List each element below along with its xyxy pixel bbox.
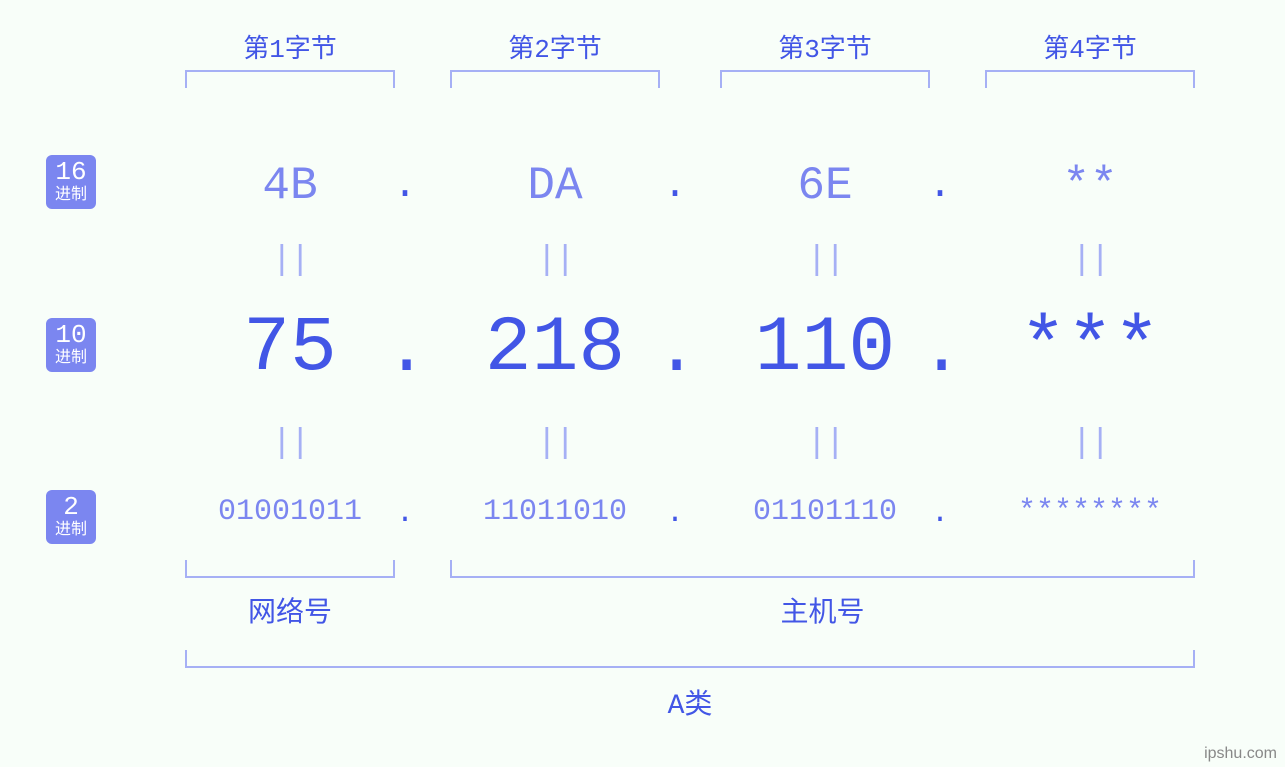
bin-dot-1: .: [385, 497, 425, 531]
radix-badge-dec: 10 进制: [46, 318, 96, 372]
eq-1-3: ||: [710, 242, 940, 280]
bracket-byte-3: [720, 70, 930, 88]
byte-header-3: 第3字节: [710, 28, 940, 65]
eq-1-4: ||: [975, 242, 1205, 280]
label-network: 网络号: [185, 590, 395, 630]
dec-byte-3: 110: [710, 305, 940, 393]
hex-dot-1: .: [385, 164, 425, 209]
bin-dot-2: .: [655, 497, 695, 531]
bracket-host: [450, 560, 1195, 578]
hex-byte-2: DA: [440, 160, 670, 212]
watermark: ipshu.com: [1204, 745, 1277, 763]
bracket-byte-4: [985, 70, 1195, 88]
bin-byte-4: ********: [975, 495, 1205, 529]
hex-dot-2: .: [655, 164, 695, 209]
radix-dec-label: 进制: [46, 350, 96, 366]
bin-byte-1: 01001011: [175, 495, 405, 529]
hex-byte-1: 4B: [175, 160, 405, 212]
radix-bin-num: 2: [46, 494, 96, 520]
eq-2-2: ||: [440, 425, 670, 463]
radix-badge-bin: 2 进制: [46, 490, 96, 544]
dec-byte-2: 218: [440, 305, 670, 393]
bracket-byte-2: [450, 70, 660, 88]
hex-byte-4: **: [975, 160, 1205, 212]
bracket-class: [185, 650, 1195, 668]
eq-2-4: ||: [975, 425, 1205, 463]
dec-dot-2: .: [655, 310, 695, 392]
bin-byte-2: 11011010: [440, 495, 670, 529]
hex-dot-3: .: [920, 164, 960, 209]
radix-bin-label: 进制: [46, 522, 96, 538]
byte-header-2: 第2字节: [440, 28, 670, 65]
eq-2-3: ||: [710, 425, 940, 463]
byte-header-1: 第1字节: [175, 28, 405, 65]
radix-hex-label: 进制: [46, 187, 96, 203]
eq-1-1: ||: [175, 242, 405, 280]
label-class: A类: [185, 682, 1195, 722]
bin-byte-3: 01101110: [710, 495, 940, 529]
radix-dec-num: 10: [46, 322, 96, 348]
bin-dot-3: .: [920, 497, 960, 531]
radix-badge-hex: 16 进制: [46, 155, 96, 209]
hex-byte-3: 6E: [710, 160, 940, 212]
bracket-byte-1: [185, 70, 395, 88]
dec-dot-3: .: [920, 310, 960, 392]
eq-2-1: ||: [175, 425, 405, 463]
dec-byte-4: ***: [975, 305, 1205, 393]
bracket-network: [185, 560, 395, 578]
byte-header-4: 第4字节: [975, 28, 1205, 65]
dec-dot-1: .: [385, 310, 425, 392]
dec-byte-1: 75: [175, 305, 405, 393]
radix-hex-num: 16: [46, 159, 96, 185]
eq-1-2: ||: [440, 242, 670, 280]
label-host: 主机号: [450, 590, 1195, 630]
